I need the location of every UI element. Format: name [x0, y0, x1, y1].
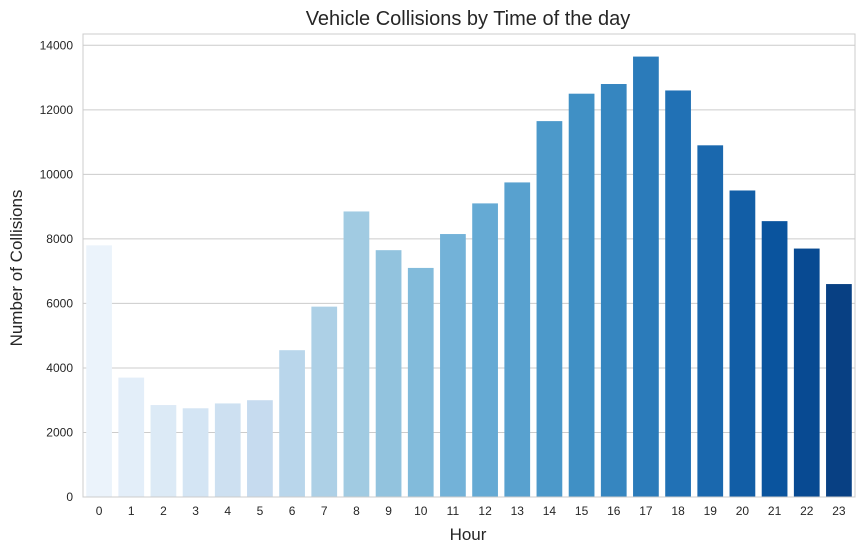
x-tick-label: 8 — [353, 504, 360, 518]
bars — [86, 56, 852, 498]
y-tick-label: 14000 — [40, 38, 74, 52]
y-tick-label: 12000 — [40, 103, 74, 117]
bar-hour-2 — [150, 405, 177, 497]
x-tick-label: 19 — [704, 504, 718, 518]
x-tick-label: 4 — [224, 504, 231, 518]
x-tick-label: 22 — [800, 504, 814, 518]
x-tick-label: 14 — [543, 504, 557, 518]
bar-hour-12 — [472, 203, 498, 497]
grid-lines — [83, 44, 855, 498]
x-tick-label: 10 — [414, 504, 428, 518]
bar-hour-13 — [504, 182, 531, 497]
x-tick-label: 6 — [289, 504, 296, 518]
y-tick-label: 0 — [66, 490, 73, 504]
bar-hour-4 — [214, 403, 241, 497]
bar-hour-6 — [279, 350, 305, 497]
chart-title: Vehicle Collisions by Time of the day — [306, 8, 631, 30]
bar-hour-15 — [568, 93, 595, 498]
bar-hour-0 — [86, 245, 112, 497]
y-tick-label: 4000 — [46, 361, 73, 375]
x-tick-label: 9 — [385, 504, 392, 518]
bar-hour-17 — [633, 56, 659, 498]
x-tick-label: 17 — [639, 504, 653, 518]
bar-hour-5 — [247, 400, 273, 497]
bar-hour-14 — [536, 121, 563, 497]
x-tick-label: 23 — [832, 504, 846, 518]
x-tick-label: 1 — [128, 504, 135, 518]
bar-hour-20 — [729, 190, 756, 497]
x-tick-label: 3 — [192, 504, 199, 518]
x-tick-label: 21 — [768, 504, 782, 518]
y-tick-label: 10000 — [40, 167, 74, 181]
x-tick-label: 0 — [96, 504, 103, 518]
x-tick-label: 11 — [447, 504, 460, 518]
axes-spines — [82, 33, 856, 498]
bar-hour-16 — [600, 84, 627, 498]
bar-hour-19 — [697, 145, 724, 497]
x-tick-label: 15 — [575, 504, 589, 518]
x-tick-label: 20 — [736, 504, 750, 518]
bar-hour-18 — [665, 90, 691, 498]
y-tick-label: 8000 — [46, 232, 73, 246]
x-axis-ticks: 0 1 2 3 4 5 6 7 8 9 10 11 12 13 14 15 16 17 18 19 20 21 22 23 — [96, 504, 846, 518]
bar-hour-7 — [311, 306, 338, 497]
y-axis-ticks: 0 2000 4000 6000 8000 10000 12000 14000 — [40, 38, 74, 504]
x-tick-label: 7 — [321, 504, 328, 518]
bar-hour-8 — [343, 211, 370, 497]
x-tick-label: 13 — [511, 504, 525, 518]
y-tick-label: 6000 — [46, 296, 73, 310]
y-tick-label: 2000 — [46, 425, 73, 439]
bar-hour-11 — [440, 234, 466, 497]
bar-hour-1 — [118, 377, 145, 497]
x-tick-label: 5 — [257, 504, 264, 518]
bar-hour-23 — [826, 284, 852, 497]
bar-hour-3 — [182, 408, 209, 497]
bar-hour-9 — [375, 250, 402, 497]
x-tick-label: 12 — [478, 504, 492, 518]
x-tick-label: 18 — [671, 504, 685, 518]
plot-frame — [82, 33, 856, 498]
bar-hour-21 — [761, 221, 788, 497]
x-tick-label: 16 — [607, 504, 621, 518]
y-axis-title: Number of Collisions — [7, 190, 26, 347]
x-tick-label: 2 — [160, 504, 167, 518]
bar-hour-22 — [793, 248, 820, 497]
bar-hour-10 — [407, 267, 434, 497]
x-axis-title: Hour — [450, 525, 487, 544]
